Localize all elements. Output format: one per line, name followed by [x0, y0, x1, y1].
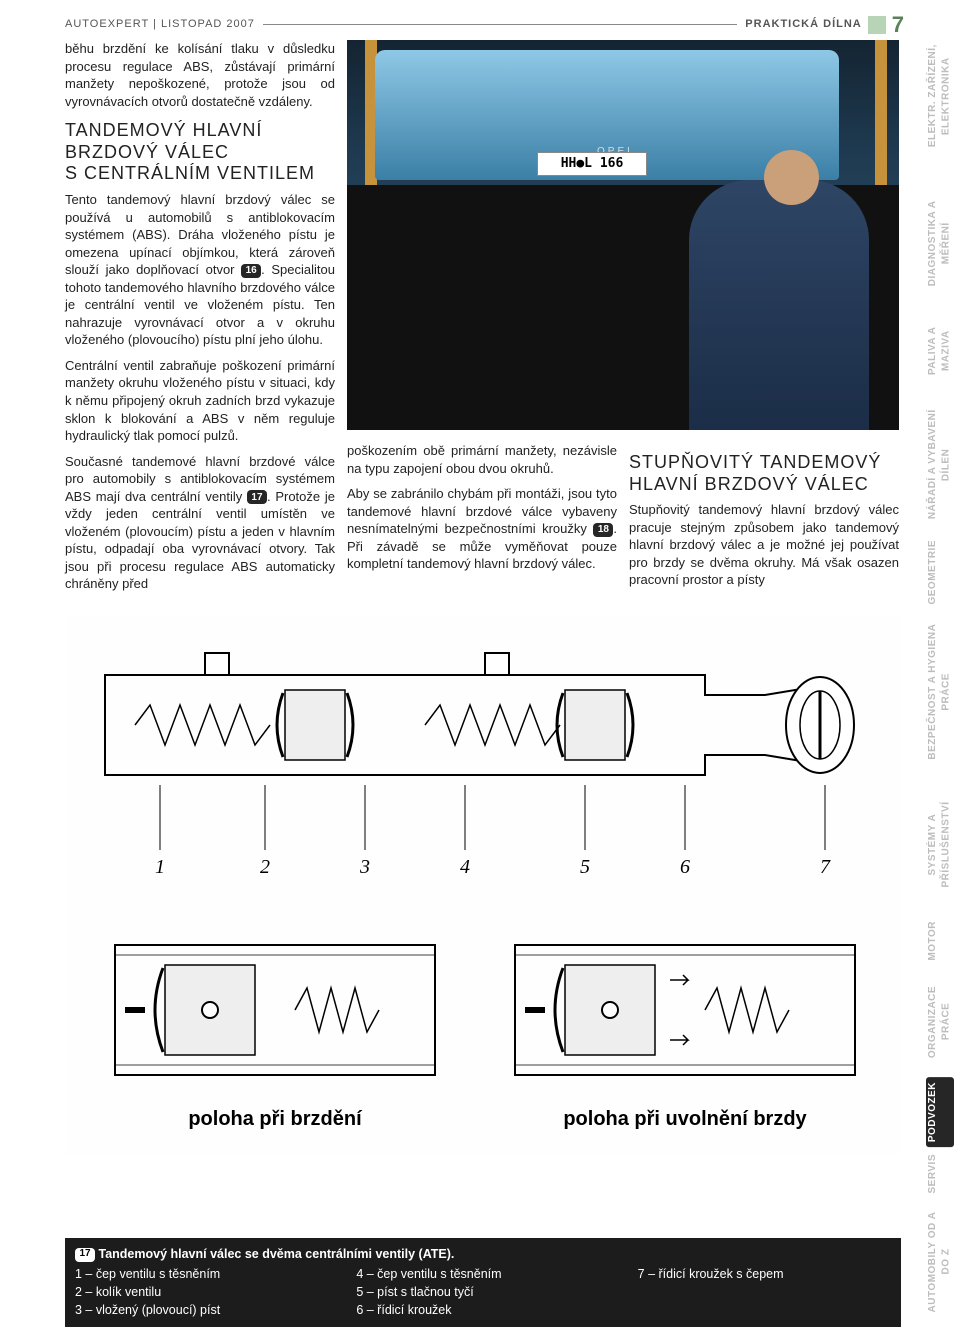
text-columns: běhu brzdění ke kolísání tlaku v důsledk… — [65, 40, 900, 601]
legend-item: 5 – píst s tlačnou tyčí — [356, 1283, 609, 1301]
column-1: běhu brzdění ke kolísání tlaku v důsledk… — [65, 40, 335, 601]
side-tab[interactable]: PALIVA A MAZIVA — [926, 306, 954, 395]
side-tab[interactable]: GEOMETRIE — [926, 535, 954, 610]
side-tab[interactable]: DIAGNOSTIKA A MĚŘENÍ — [926, 182, 954, 304]
heading-2: STUPŇOVITÝ TANDEMOVÝ HLAVNÍ BRZDOVÝ VÁLE… — [629, 452, 899, 495]
side-tab[interactable]: NÁŘADÍ A VYBAVENÍ DÍLEN — [926, 397, 954, 532]
side-tab[interactable]: MOTOR — [926, 916, 954, 966]
diagram-svg: 1 2 3 4 5 6 7 — [65, 615, 900, 1155]
content-area: běhu brzdění ke kolísání tlaku v důsledk… — [65, 40, 900, 1155]
diagram-num-5: 5 — [580, 856, 590, 878]
legend-col-3: 7 – řídicí kroužek s čepem — [638, 1265, 891, 1319]
mechanic-figure-icon — [689, 180, 869, 430]
legend-item: 1 – čep ventilu s těsněním — [75, 1265, 328, 1283]
side-tab[interactable]: PODVOZEK — [926, 1077, 954, 1147]
side-tab[interactable]: ELEKTR. ZAŘÍZENÍ, ELEKTRONIKA — [926, 12, 954, 180]
page-number: 7 — [892, 10, 905, 40]
column-2: poškozením obě primární manžety, nezávis… — [347, 442, 617, 597]
columns-2-3: OPEL HH●L 166 poškozením obě primární ma… — [347, 40, 899, 601]
paragraph-5: poškozením obě primární manžety, nezávis… — [347, 442, 617, 477]
diagram-num-1: 1 — [155, 856, 165, 878]
legend-item: 3 – vložený (plovoucí) píst — [75, 1301, 328, 1319]
ref-18: 18 — [593, 523, 613, 537]
figure-legend: 17 Tandemový hlavní válec se dvěma centr… — [65, 1238, 901, 1327]
license-plate: HH●L 166 — [537, 152, 647, 176]
legend-columns: 1 – čep ventilu s těsněním2 – kolík vent… — [75, 1265, 891, 1319]
header-rule — [263, 24, 737, 25]
side-tabs: ELEKTR. ZAŘÍZENÍ, ELEKTRONIKADIAGNOSTIKA… — [926, 12, 954, 1324]
legend-item: 7 – řídicí kroužek s čepem — [638, 1265, 891, 1283]
technical-diagram: 1 2 3 4 5 6 7 — [65, 615, 900, 1155]
legend-title: Tandemový hlavní válec se dvěma centráln… — [98, 1247, 454, 1261]
paragraph-3: Centrální ventil zabraňuje poškození pri… — [65, 357, 335, 445]
page-header: AUTOEXPERT | LISTOPAD 2007 PRAKTICKÁ DÍL… — [65, 10, 905, 40]
side-tab[interactable]: BEZPEČNOST A HYGIENA PRÁCE — [926, 611, 954, 773]
diagram-caption-left: poloha při brzdění — [188, 1108, 363, 1130]
paragraph-6: Aby se zabránilo chybám při montáži, jso… — [347, 485, 617, 573]
side-tab[interactable]: ORGANIZACE PRÁCE — [926, 968, 954, 1075]
column-3: STUPŇOVITÝ TANDEMOVÝ HLAVNÍ BRZDOVÝ VÁLE… — [629, 442, 899, 597]
paragraph-7: Stupňovitý tandemový hlavní brzdový vále… — [629, 501, 899, 589]
diagram-num-4: 4 — [460, 856, 470, 878]
legend-col-2: 4 – čep ventilu s těsněním5 – píst s tla… — [356, 1265, 609, 1319]
diagram-num-7: 7 — [820, 856, 831, 878]
diagram-num-3: 3 — [359, 856, 370, 878]
section-name: PRAKTICKÁ DÍLNA — [745, 17, 861, 32]
workshop-photo: OPEL HH●L 166 — [347, 40, 899, 430]
diagram-caption-right: poloha při uvolnění brzdy — [563, 1108, 807, 1130]
side-tab[interactable]: AUTOMOBILY OD A DO Z — [926, 1201, 954, 1322]
paragraph-2: Tento tandemový hlavní brzdový válec se … — [65, 191, 335, 349]
diagram-num-2: 2 — [260, 856, 270, 878]
intro-paragraph: běhu brzdění ke kolísání tlaku v důsledk… — [65, 40, 335, 110]
legend-item: 6 – řídicí kroužek — [356, 1301, 609, 1319]
ref-16: 16 — [241, 264, 261, 278]
diagram-num-6: 6 — [680, 856, 690, 878]
page-square-icon — [868, 16, 886, 34]
side-tab[interactable]: SERVIS — [926, 1149, 954, 1199]
magazine-name: AUTOEXPERT | LISTOPAD 2007 — [65, 17, 255, 32]
ref-17: 17 — [247, 490, 267, 504]
legend-item: 2 – kolík ventilu — [75, 1283, 328, 1301]
header-right: PRAKTICKÁ DÍLNA 7 — [745, 10, 905, 40]
side-tab[interactable]: SYSTÉMY A PŘÍSLUŠENSTVÍ — [926, 775, 954, 914]
heading-1: TANDEMOVÝ HLAVNÍ BRZDOVÝ VÁLEC S CENTRÁL… — [65, 120, 335, 185]
legend-ref: 17 — [75, 1248, 95, 1262]
legend-title-line: 17 Tandemový hlavní válec se dvěma centr… — [75, 1245, 891, 1263]
legend-item: 4 – čep ventilu s těsněním — [356, 1265, 609, 1283]
legend-col-1: 1 – čep ventilu s těsněním2 – kolík vent… — [75, 1265, 328, 1319]
columns-2-3-text: poškozením obě primární manžety, nezávis… — [347, 442, 899, 597]
paragraph-4: Současné tandemové hlavní brzdové válce … — [65, 453, 335, 593]
